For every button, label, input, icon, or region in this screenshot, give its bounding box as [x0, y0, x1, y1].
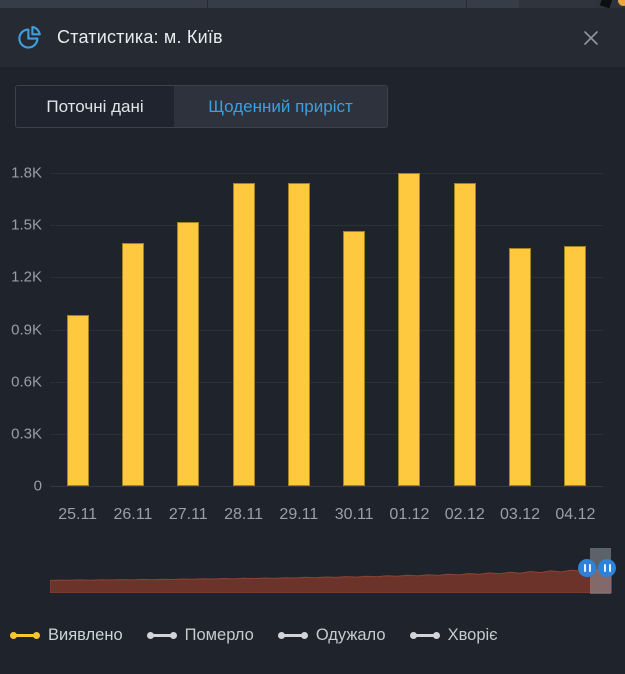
legend-series-icon: [146, 631, 177, 640]
close-button[interactable]: [577, 24, 605, 52]
gridline: [50, 277, 603, 279]
handle-grip: [608, 564, 611, 572]
x-tick-label: 30.11: [334, 506, 374, 523]
y-tick-label: 1.5K: [11, 216, 42, 234]
bar-30.11[interactable]: [343, 231, 366, 486]
bar-27.11[interactable]: [177, 221, 200, 486]
chart-legend: Виявлено Померло Одужало Хворіє: [10, 620, 498, 650]
x-tick-label: 27.11: [168, 506, 208, 523]
handle-grip: [603, 564, 606, 572]
legend-label: Одужало: [315, 625, 386, 644]
bar-04.12[interactable]: [564, 246, 587, 486]
modal-header: Статистика: м. Київ: [0, 8, 625, 67]
gridline: [50, 433, 603, 435]
legend-series-icon: [277, 631, 308, 640]
legend-label: Виявлено: [48, 625, 123, 644]
legend-item-4[interactable]: Хворіє: [409, 625, 498, 645]
legend-series-icon: [10, 631, 40, 640]
minimap-area-chart[interactable]: [50, 565, 612, 593]
legend-series-icon: [409, 631, 440, 640]
bar-29.11[interactable]: [287, 182, 310, 486]
bar-02.12[interactable]: [453, 183, 476, 486]
x-tick-label: 02.12: [444, 506, 485, 523]
handle-grip: [583, 564, 586, 572]
map-marker-dot: [618, 0, 625, 6]
tab-daily-increase[interactable]: Щоденний приріст: [174, 86, 387, 127]
legend-item-1[interactable]: Виявлено: [10, 626, 123, 645]
legend-label: Хворіє: [447, 625, 498, 644]
pie-chart-icon: [18, 25, 41, 49]
y-tick-label: 0.3K: [11, 425, 42, 443]
bar-28.11[interactable]: [232, 182, 255, 486]
bar-25.11[interactable]: [66, 314, 89, 486]
handle-grip: [588, 564, 591, 572]
bar-01.12[interactable]: [398, 173, 421, 486]
background-segment: [519, 0, 625, 8]
scrubber-handle-left[interactable]: [578, 559, 596, 577]
x-tick-label: 26.11: [113, 506, 153, 523]
legend-label: Померло: [184, 625, 254, 644]
gridline: [50, 225, 603, 227]
x-tick-label: 01.12: [389, 506, 430, 523]
tab-current-data[interactable]: Поточні дані: [16, 86, 174, 127]
bar-03.12[interactable]: [509, 247, 532, 486]
x-tick-label: 28.11: [224, 506, 263, 523]
y-tick-label: 0.9K: [11, 321, 42, 338]
tab-bar: Поточні дані Щоденний приріст: [15, 85, 388, 128]
x-tick-label: 25.11: [58, 506, 98, 523]
scrubber-handle-right[interactable]: [598, 559, 616, 577]
divider: [207, 0, 208, 8]
gridline: [50, 329, 603, 331]
y-tick-label: 0.6K: [11, 373, 42, 391]
bar-chart-plot: [50, 173, 603, 487]
x-tick-label: 03.12: [500, 506, 541, 523]
close-icon: [584, 30, 598, 45]
x-tick-label: 29.11: [279, 506, 319, 523]
bar-26.11[interactable]: [121, 242, 144, 486]
legend-item-3[interactable]: Одужало: [277, 625, 386, 645]
gridline: [50, 173, 603, 174]
legend-item-2[interactable]: Померло: [146, 625, 254, 645]
gridline: [50, 486, 603, 487]
y-tick-label: 1.2K: [11, 268, 42, 286]
gridline: [50, 381, 603, 383]
y-tick-label: 0: [33, 477, 42, 495]
y-tick-label: 1.8K: [11, 164, 42, 182]
x-tick-label: 04.12: [555, 506, 596, 523]
background-page-strip: [0, 0, 625, 8]
modal-title: Статистика: м. Київ: [57, 27, 223, 47]
divider: [466, 0, 467, 8]
